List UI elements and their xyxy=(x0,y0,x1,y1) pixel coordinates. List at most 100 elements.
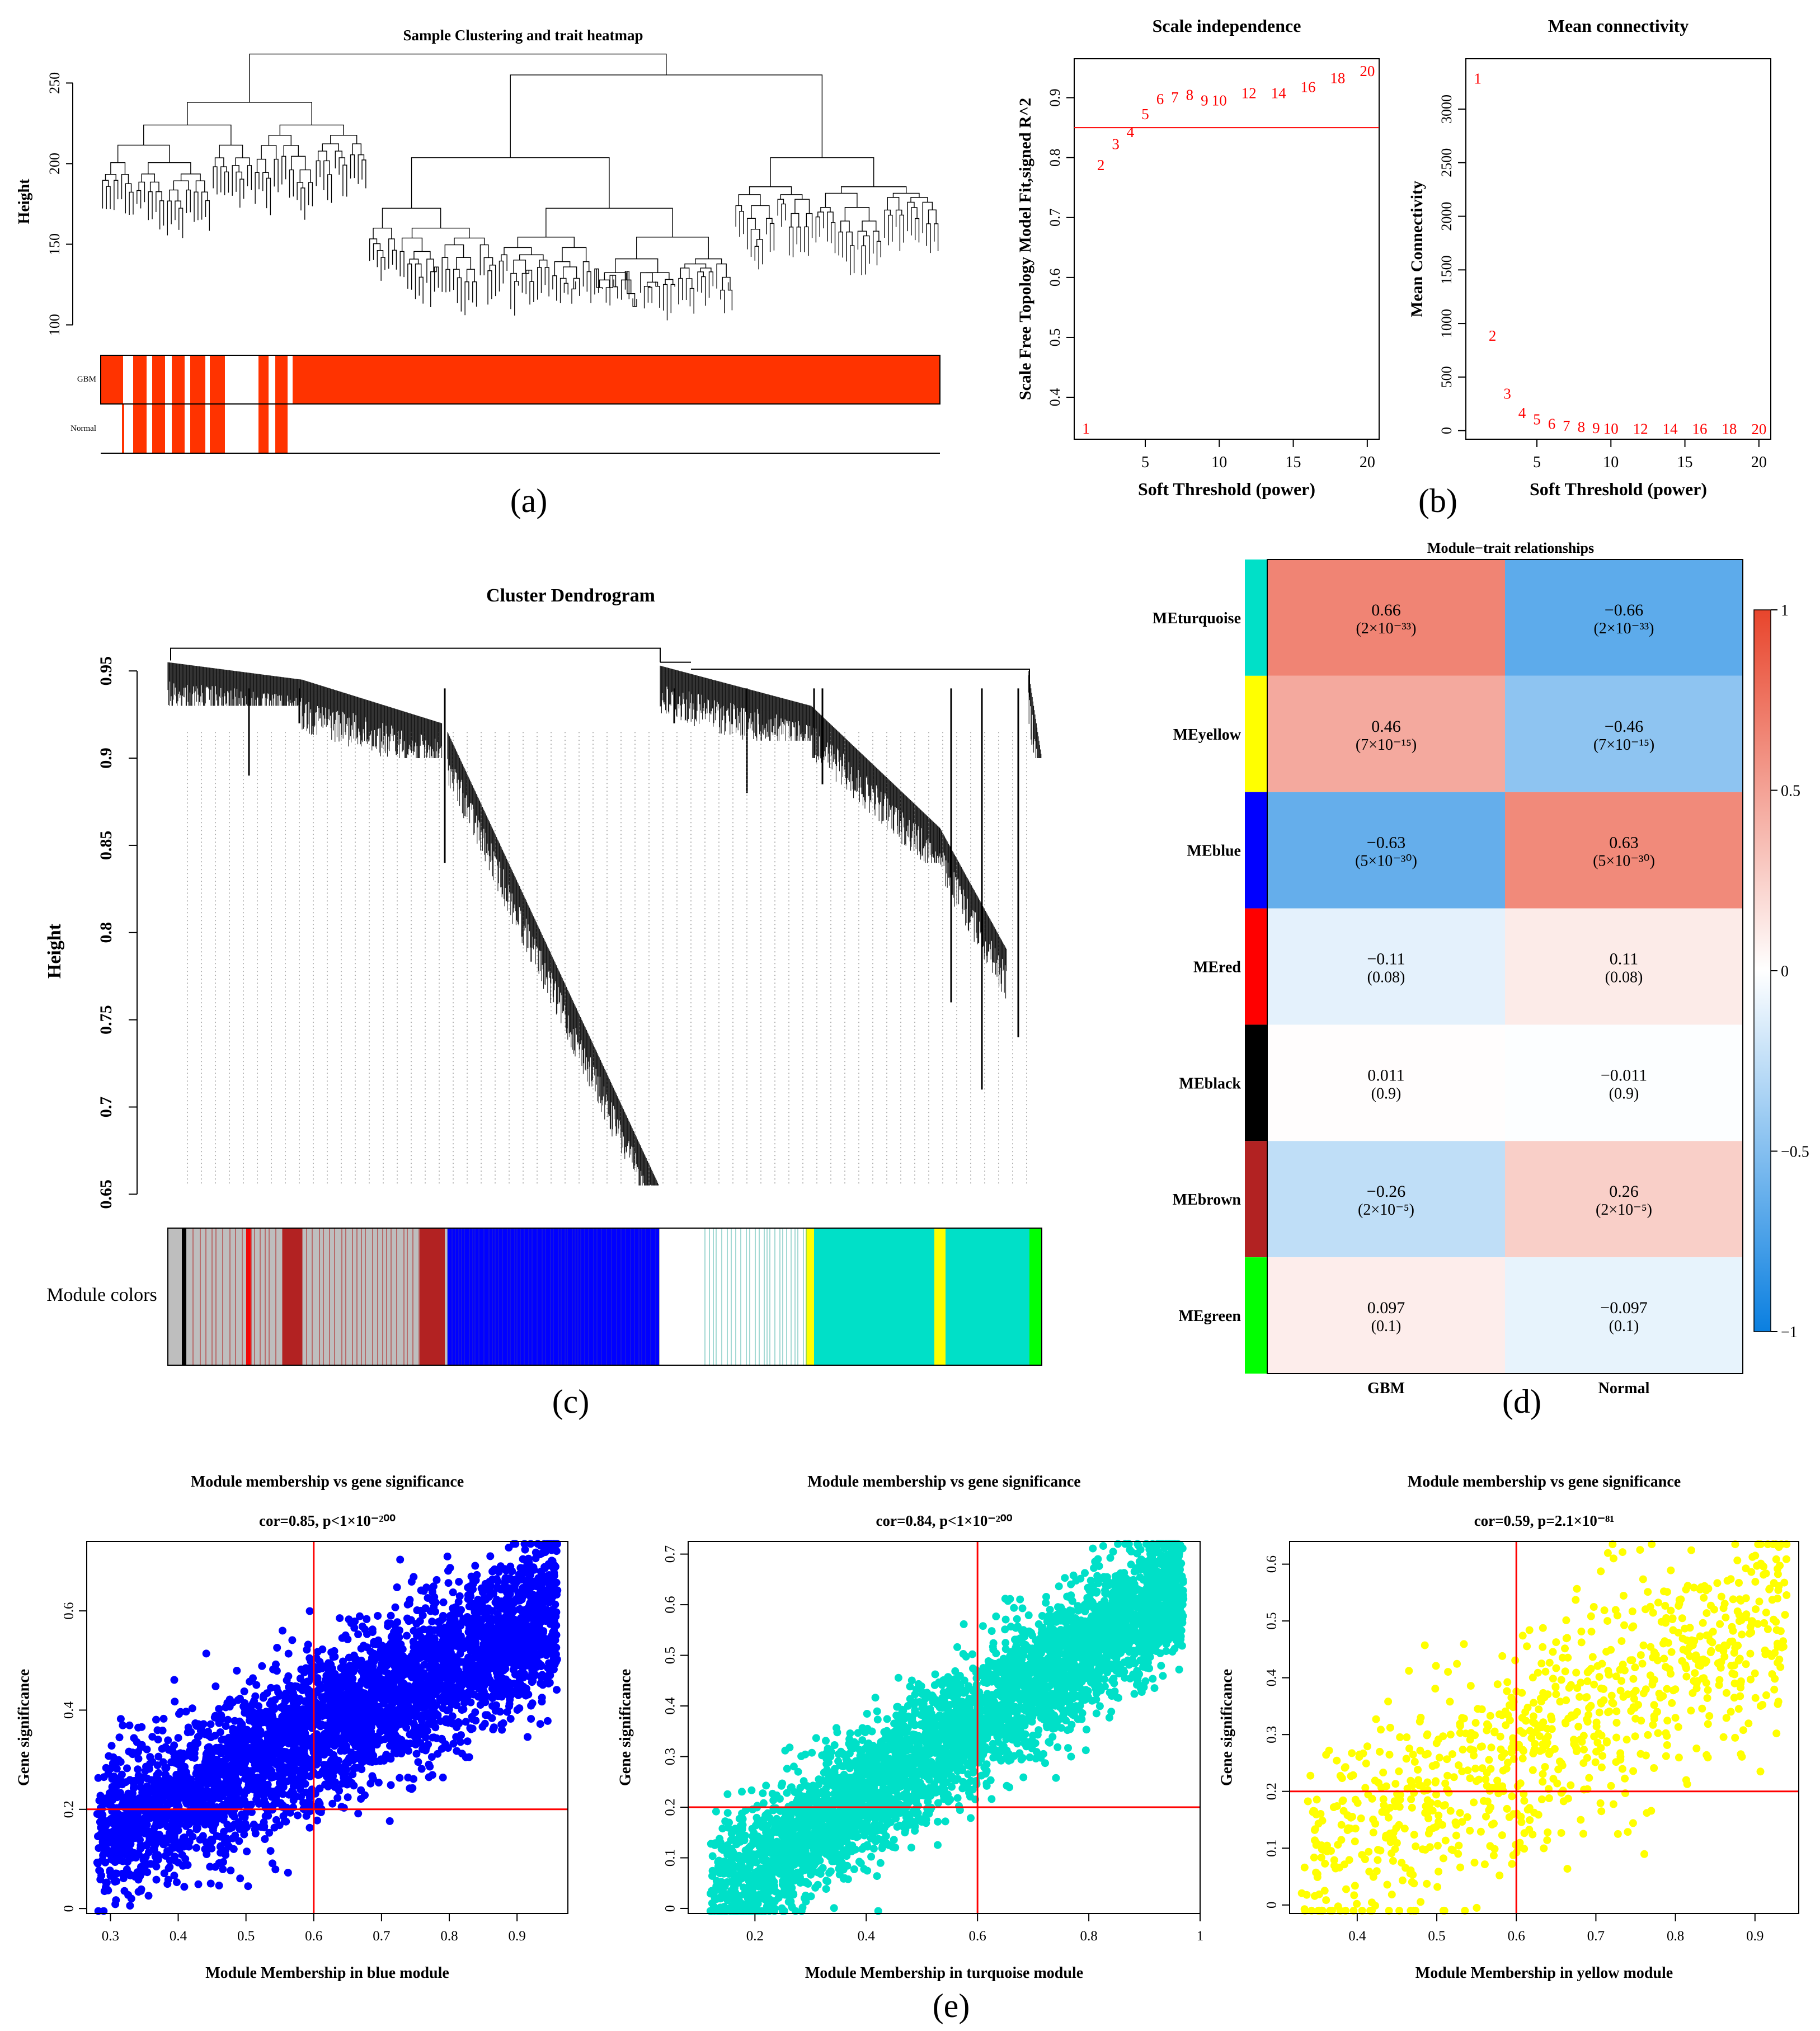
panel-e2: Module membership vs gene significance co… xyxy=(617,1473,1203,1982)
y-tick-label: 0.6 xyxy=(62,1602,77,1620)
trait-cell-on xyxy=(258,404,269,453)
dendrogram-branch xyxy=(791,213,800,227)
power-point-label: 10 xyxy=(1212,92,1227,109)
dendrogram-branch xyxy=(643,285,651,309)
trait-cell-off xyxy=(269,355,275,404)
power-point-label: 8 xyxy=(1186,87,1194,104)
y-tick-label: 150 xyxy=(46,233,63,255)
dendrogram-branch xyxy=(695,258,722,264)
dendrogram-branch xyxy=(888,214,893,246)
x-tick-label: 0.4 xyxy=(170,1929,187,1944)
x-tick-label: 0.8 xyxy=(1667,1929,1684,1944)
x-tick-label: 0.8 xyxy=(1080,1929,1097,1944)
x-axis-label: Module Membership in turquoise module xyxy=(805,1964,1083,1982)
module-color-swatch xyxy=(1245,908,1267,1025)
color-bar-label: Module colors xyxy=(46,1285,157,1305)
panel-label-c: (c) xyxy=(552,1383,590,1420)
chart-title: Cluster Dendrogram xyxy=(486,585,655,606)
dendrogram-branch xyxy=(434,266,439,292)
dendrogram-branch xyxy=(201,191,208,220)
cell-value: −0.66 xyxy=(1605,601,1643,619)
x-tick-label: 0.8 xyxy=(440,1929,458,1944)
dendrogram-branch xyxy=(862,220,877,232)
dendrogram-branch xyxy=(907,201,915,232)
dendrogram-branch xyxy=(380,257,385,281)
column-label: Normal xyxy=(1598,1380,1650,1397)
x-tick-label: 0.6 xyxy=(305,1929,322,1944)
dendrogram-block xyxy=(1028,671,1042,758)
dendrogram-branch xyxy=(573,278,580,296)
dendrogram-branch xyxy=(620,279,632,300)
heatmap-cell xyxy=(1505,675,1743,792)
dendrogram-branch xyxy=(299,169,311,183)
cell-pvalue: (0.1) xyxy=(1371,1318,1402,1335)
dendrogram-branch xyxy=(806,213,813,238)
dendrogram-branch xyxy=(844,207,870,222)
column-label: GBM xyxy=(1367,1380,1405,1397)
power-point-label: 20 xyxy=(1751,421,1766,438)
data-points xyxy=(1297,1540,1791,1915)
dendrogram-branch xyxy=(180,173,201,181)
dendrogram-branch xyxy=(464,281,469,316)
dendrogram-branch xyxy=(441,257,449,292)
cell-value: 0.26 xyxy=(1609,1182,1639,1201)
dendrogram-branch xyxy=(373,227,392,239)
module-color-segment xyxy=(283,1228,302,1365)
dendrogram-branch xyxy=(117,144,170,163)
colorbar-tick-label: −1 xyxy=(1781,1324,1798,1341)
colorbar xyxy=(1753,609,1771,1332)
dendrogram-branch xyxy=(187,102,312,125)
cell-pvalue: (0.08) xyxy=(1605,969,1643,986)
dendrogram-branch xyxy=(525,270,533,294)
module-color-segment xyxy=(806,1228,814,1365)
dendrogram-branch xyxy=(781,203,786,227)
panel-label-e: (e) xyxy=(933,1987,970,2024)
dendrogram-branch xyxy=(750,229,760,257)
plot-frame xyxy=(688,1541,1201,1914)
row-label: MEblue xyxy=(1187,843,1241,860)
y-tick-label: 0.7 xyxy=(97,1097,115,1118)
dendrogram-branch xyxy=(407,264,412,290)
dendrogram-branch xyxy=(922,201,933,233)
module-color-stripes xyxy=(704,1228,807,1365)
dendrogram-branch xyxy=(392,250,397,270)
dendrogram-branch xyxy=(670,284,675,313)
dendrogram-branch xyxy=(911,207,918,236)
power-point-label: 1 xyxy=(1082,420,1090,437)
chart-title: Sample Clustering and trait heatmap xyxy=(403,27,643,44)
panel-label-a: (a) xyxy=(510,482,548,519)
module-color-segment xyxy=(420,1228,445,1365)
trait-cell-off xyxy=(205,355,210,404)
y-tick-label: 0.9 xyxy=(1047,88,1063,107)
module-color-swatch xyxy=(1245,675,1267,792)
dendrogram-branch xyxy=(266,177,271,215)
dendrogram-branch xyxy=(594,268,599,295)
dendrogram-branch xyxy=(255,172,260,204)
dendrogram-branch xyxy=(640,272,653,293)
dendrogram-branch xyxy=(418,276,424,304)
dendrogram-branch xyxy=(892,192,920,198)
dendrogram-branch xyxy=(195,180,205,192)
colorbar-tick-label: 1 xyxy=(1781,602,1789,619)
dendrogram-branch xyxy=(194,191,199,222)
dendrogram-branch xyxy=(504,247,532,255)
x-tick-label: 0.7 xyxy=(1587,1929,1605,1944)
dendrogram-branch xyxy=(609,275,617,306)
dendrogram-branch xyxy=(224,171,229,195)
x-tick-label: 20 xyxy=(1751,454,1767,471)
power-point-label: 4 xyxy=(1127,124,1135,140)
y-tick-label: 0.3 xyxy=(1264,1726,1280,1743)
power-point-label: 14 xyxy=(1663,420,1678,437)
dendrogram-branch xyxy=(308,182,313,206)
dendrogram-branch xyxy=(457,277,462,312)
dendrogram-branch xyxy=(483,257,493,276)
dendrogram-branch xyxy=(466,269,475,282)
dendrogram-branch xyxy=(453,269,460,290)
dendrogram-branch xyxy=(214,157,224,167)
cell-pvalue: (2×10⁻⁵) xyxy=(1596,1201,1652,1219)
x-tick-label: 5 xyxy=(1141,454,1149,471)
row-label: MEred xyxy=(1193,959,1241,976)
dendrogram-branch xyxy=(766,218,773,234)
